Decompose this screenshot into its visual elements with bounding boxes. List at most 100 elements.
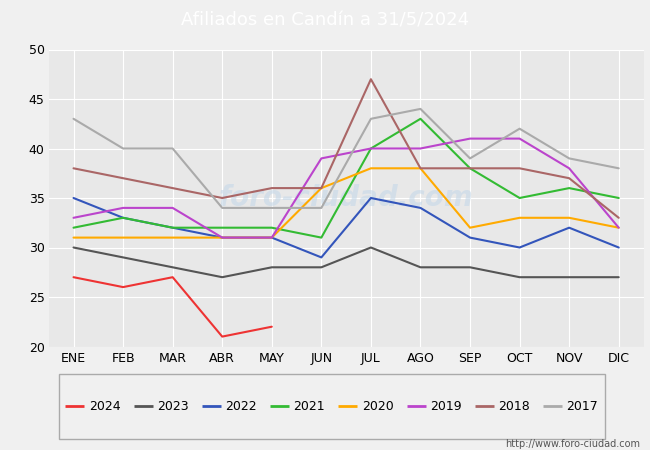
2019 — [515, 136, 523, 141]
2020 — [268, 235, 276, 240]
2018 — [566, 176, 573, 181]
Line: 2023: 2023 — [73, 248, 619, 277]
2017 — [615, 166, 623, 171]
2024 — [70, 274, 77, 280]
2018 — [119, 176, 127, 181]
Text: 2024: 2024 — [89, 400, 120, 413]
2022 — [515, 245, 523, 250]
2021 — [317, 235, 325, 240]
2021 — [70, 225, 77, 230]
2020 — [70, 235, 77, 240]
2023 — [466, 265, 474, 270]
2019 — [119, 205, 127, 211]
Text: Afiliados en Candín a 31/5/2024: Afiliados en Candín a 31/5/2024 — [181, 11, 469, 29]
2020 — [119, 235, 127, 240]
2019 — [417, 146, 424, 151]
2017 — [417, 106, 424, 112]
Line: 2020: 2020 — [73, 168, 619, 238]
2024 — [268, 324, 276, 329]
2022 — [169, 225, 177, 230]
2021 — [367, 146, 375, 151]
2023 — [367, 245, 375, 250]
2019 — [615, 225, 623, 230]
2020 — [615, 225, 623, 230]
2021 — [615, 195, 623, 201]
2023 — [70, 245, 77, 250]
2018 — [169, 185, 177, 191]
2020 — [466, 225, 474, 230]
Text: 2022: 2022 — [226, 400, 257, 413]
2018 — [70, 166, 77, 171]
2017 — [515, 126, 523, 131]
Text: http://www.foro-ciudad.com: http://www.foro-ciudad.com — [505, 439, 640, 449]
2022 — [615, 245, 623, 250]
2017 — [566, 156, 573, 161]
2023 — [268, 265, 276, 270]
2020 — [515, 215, 523, 220]
2019 — [218, 235, 226, 240]
2017 — [70, 116, 77, 122]
2019 — [268, 235, 276, 240]
2023 — [119, 255, 127, 260]
2019 — [466, 136, 474, 141]
Line: 2022: 2022 — [73, 198, 619, 257]
2019 — [169, 205, 177, 211]
Text: 2019: 2019 — [430, 400, 461, 413]
2022 — [268, 235, 276, 240]
2020 — [218, 235, 226, 240]
Text: 2020: 2020 — [362, 400, 393, 413]
2020 — [566, 215, 573, 220]
2018 — [317, 185, 325, 191]
2021 — [515, 195, 523, 201]
2020 — [317, 185, 325, 191]
2022 — [70, 195, 77, 201]
2022 — [466, 235, 474, 240]
2018 — [268, 185, 276, 191]
2020 — [417, 166, 424, 171]
2017 — [317, 205, 325, 211]
2017 — [466, 156, 474, 161]
2022 — [218, 235, 226, 240]
Line: 2021: 2021 — [73, 119, 619, 238]
2017 — [119, 146, 127, 151]
2023 — [417, 265, 424, 270]
2020 — [169, 235, 177, 240]
2017 — [367, 116, 375, 122]
2024 — [119, 284, 127, 290]
2021 — [119, 215, 127, 220]
2021 — [218, 225, 226, 230]
2019 — [566, 166, 573, 171]
2018 — [515, 166, 523, 171]
2019 — [317, 156, 325, 161]
Line: 2018: 2018 — [73, 79, 619, 218]
2018 — [218, 195, 226, 201]
2017 — [218, 205, 226, 211]
2022 — [119, 215, 127, 220]
2018 — [367, 76, 375, 82]
2019 — [70, 215, 77, 220]
2023 — [317, 265, 325, 270]
Text: 2021: 2021 — [294, 400, 325, 413]
2019 — [367, 146, 375, 151]
2018 — [417, 166, 424, 171]
2023 — [169, 265, 177, 270]
2022 — [417, 205, 424, 211]
Line: 2019: 2019 — [73, 139, 619, 238]
2022 — [367, 195, 375, 201]
2018 — [466, 166, 474, 171]
2022 — [566, 225, 573, 230]
2018 — [615, 215, 623, 220]
2021 — [417, 116, 424, 122]
2021 — [268, 225, 276, 230]
2023 — [515, 274, 523, 280]
2023 — [218, 274, 226, 280]
Line: 2024: 2024 — [73, 277, 272, 337]
Line: 2017: 2017 — [73, 109, 619, 208]
Text: foro-ciudad.com: foro-ciudad.com — [219, 184, 473, 212]
Text: 2023: 2023 — [157, 400, 188, 413]
2021 — [466, 166, 474, 171]
2022 — [317, 255, 325, 260]
2024 — [218, 334, 226, 339]
2021 — [169, 225, 177, 230]
2023 — [566, 274, 573, 280]
